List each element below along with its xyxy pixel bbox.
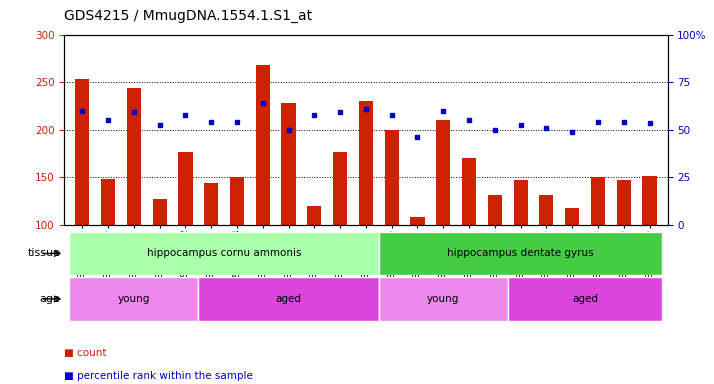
Bar (379, 277, 508, 321)
Bar (178, 152, 193, 225)
Bar (69, 232, 379, 275)
Bar (127, 88, 141, 225)
Text: young: young (118, 294, 150, 304)
Bar (508, 277, 663, 321)
Text: hippocampus dentate gyrus: hippocampus dentate gyrus (447, 248, 594, 258)
Text: GDS4215 / MmugDNA.1554.1.S1_at: GDS4215 / MmugDNA.1554.1.S1_at (64, 9, 313, 23)
Bar (565, 209, 579, 225)
Text: ■ percentile rank within the sample: ■ percentile rank within the sample (64, 371, 253, 381)
Bar (230, 177, 244, 225)
Text: hippocampus cornu ammonis: hippocampus cornu ammonis (147, 248, 301, 258)
Bar (643, 176, 657, 225)
Text: age: age (40, 294, 61, 304)
Bar (436, 120, 451, 225)
Bar (333, 152, 347, 225)
Bar (153, 199, 167, 225)
Text: young: young (427, 294, 460, 304)
Text: aged: aged (276, 294, 301, 304)
Bar (379, 232, 663, 275)
Bar (281, 103, 296, 225)
Bar (204, 183, 218, 225)
Bar (513, 180, 528, 225)
Bar (101, 179, 115, 225)
Bar (307, 206, 321, 225)
Bar (539, 195, 553, 225)
Text: ■ count: ■ count (64, 348, 107, 358)
Bar (617, 180, 631, 225)
Bar (462, 158, 476, 225)
Bar (69, 277, 198, 321)
Bar (198, 277, 379, 321)
Bar (488, 195, 502, 225)
Bar (256, 65, 270, 225)
Bar (411, 217, 425, 225)
Bar (75, 79, 89, 225)
Bar (385, 130, 399, 225)
Text: tissue: tissue (28, 248, 61, 258)
Text: aged: aged (572, 294, 598, 304)
Bar (359, 101, 373, 225)
Bar (591, 177, 605, 225)
